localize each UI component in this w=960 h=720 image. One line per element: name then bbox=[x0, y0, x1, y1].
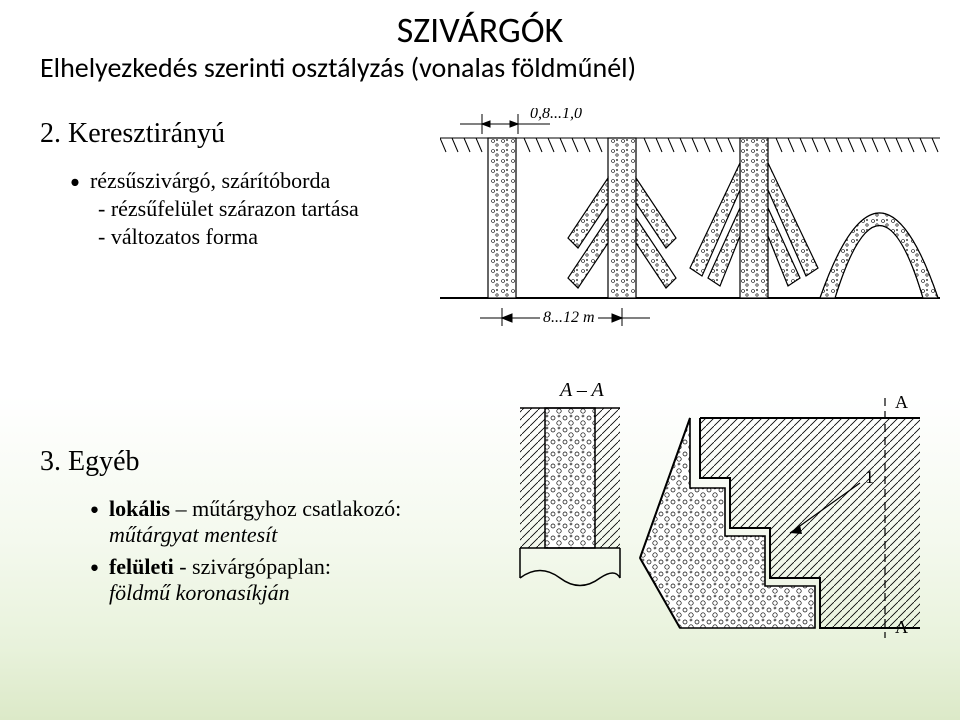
section-3-bullets: • lokális – műtárgyhoz csatlakozó: műtár… bbox=[90, 496, 460, 612]
bullet-icon: • bbox=[90, 498, 99, 520]
section-label: A – A bbox=[558, 379, 604, 401]
figure-cross-section: A – A A A bbox=[490, 378, 930, 638]
section-2-heading: 2. Keresztirányú bbox=[40, 118, 225, 150]
bullet-sub-text: - rézsűfelület szárazon tartása bbox=[98, 196, 430, 222]
dim-label: 0,8...1,0 bbox=[530, 108, 582, 122]
bullet-icon: • bbox=[90, 556, 99, 578]
bullet-sub-text: - változatos forma bbox=[98, 224, 430, 250]
bullet-icon: • bbox=[70, 170, 80, 194]
figure-drainage-patterns: 0,8...1,0 bbox=[440, 108, 940, 338]
section-2-bullets: • rézsűszivárgó, szárítóborda - rézsűfel… bbox=[70, 168, 430, 252]
dim-label: 8...12 m bbox=[543, 309, 595, 326]
bullet-text: lokális – műtárgyhoz csatlakozó: műtárgy… bbox=[109, 496, 401, 548]
bullet-text: rézsűszivárgó, szárítóborda bbox=[90, 168, 330, 194]
bullet-text: felületi - szivárgópaplan: földmű korona… bbox=[109, 554, 331, 606]
slide-subtitle: Elhelyezkedés szerinti osztályzás (vonal… bbox=[40, 50, 960, 85]
ref-a-bottom: A bbox=[895, 617, 908, 637]
leader-label: 1 bbox=[865, 467, 874, 487]
ref-a-top: A bbox=[895, 392, 908, 412]
slide-title: SZIVÁRGÓK bbox=[0, 8, 960, 52]
section-3-heading: 3. Egyéb bbox=[40, 446, 140, 478]
